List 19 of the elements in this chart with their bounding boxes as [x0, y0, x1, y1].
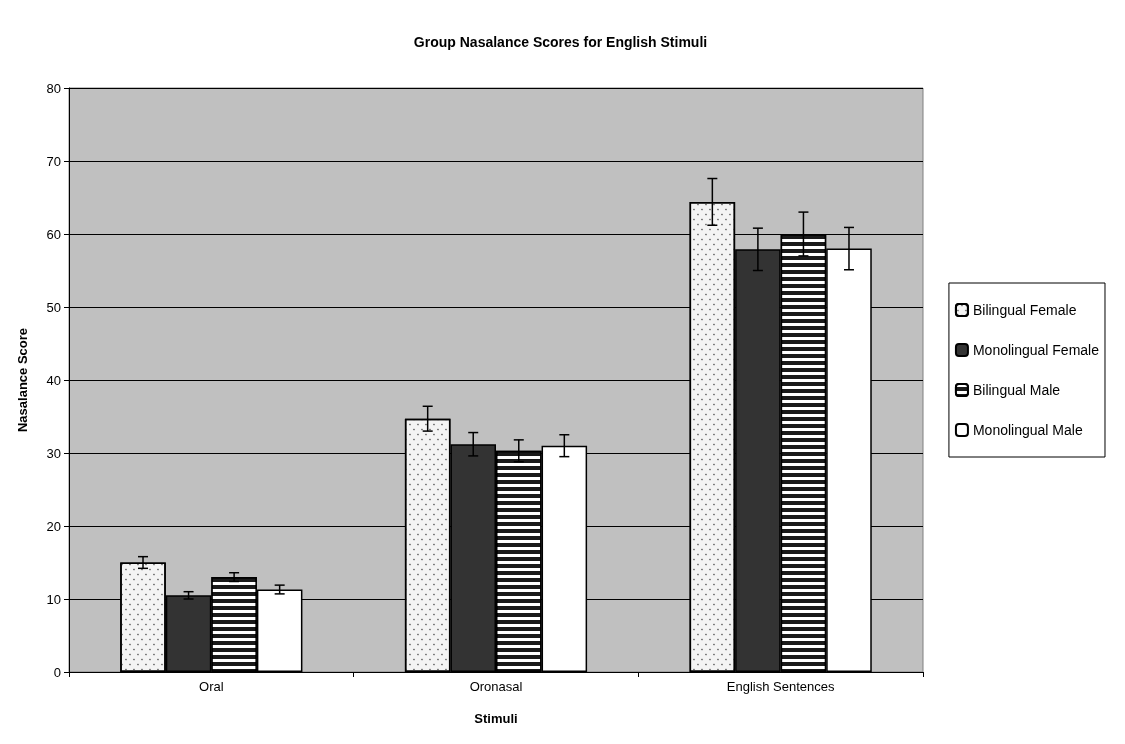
legend-label: Bilingual Male	[972, 382, 1061, 398]
y-tick-label: 70	[46, 153, 61, 169]
x-axis-title: Stimuli	[474, 711, 518, 726]
y-tick-label: 30	[46, 445, 61, 461]
y-tick-label: 10	[46, 591, 61, 607]
x-tick-label: Oral	[199, 679, 224, 694]
legend-label: Monolingual Male	[972, 422, 1083, 438]
y-tick-label: 60	[46, 226, 61, 242]
x-tick-label: English Sentences	[726, 679, 835, 694]
legend-label: Bilingual Female	[972, 302, 1077, 318]
y-tick-label: 80	[46, 80, 61, 96]
y-axis-title: Nasalance Score	[15, 327, 30, 433]
y-tick-label: 50	[46, 299, 61, 315]
chart-title: Group Nasalance Scores for English Stimuli	[413, 34, 708, 50]
y-tick-label: 0	[53, 664, 61, 680]
y-tick-label: 40	[46, 372, 61, 388]
x-tick-label: Oronasal	[469, 679, 523, 694]
y-tick-label: 20	[46, 518, 61, 534]
legend-label: Monolingual Female	[972, 342, 1100, 358]
